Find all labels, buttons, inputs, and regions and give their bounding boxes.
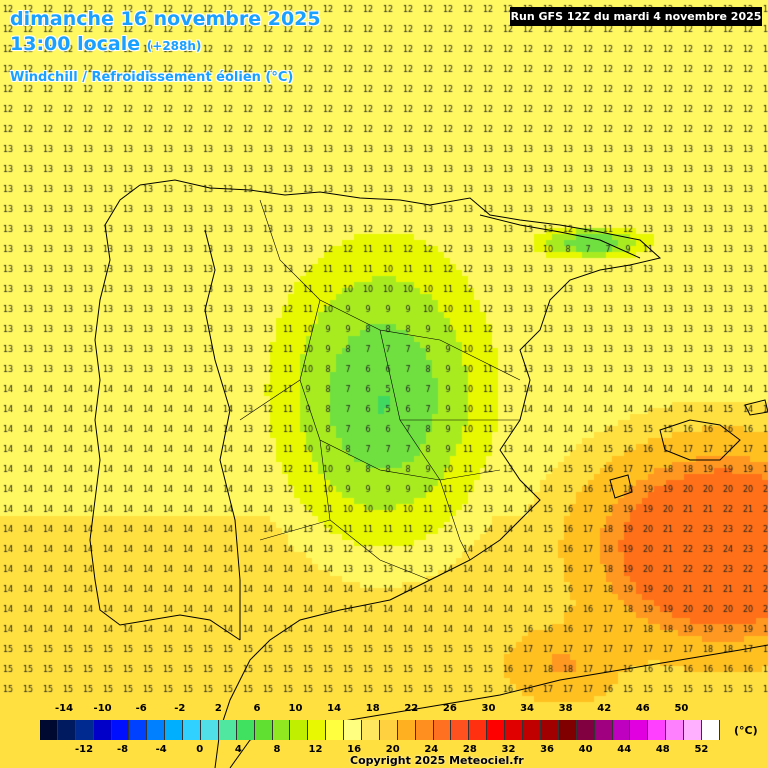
scale-swatch	[451, 720, 470, 740]
scale-label-bottom: 20	[385, 744, 400, 755]
scale-swatch	[558, 720, 577, 740]
scale-label-top: -10	[93, 703, 112, 714]
scale-swatch	[254, 720, 273, 740]
scale-swatch	[630, 720, 649, 740]
scale-swatch	[505, 720, 524, 740]
scale-label-bottom: 44	[617, 744, 632, 755]
scale-swatch	[326, 720, 345, 740]
copyright: Copyright 2025 Meteociel.fr	[350, 754, 524, 767]
forecast-lead: (+288h)	[146, 39, 202, 53]
scale-swatch	[576, 720, 595, 740]
scale-label-bottom: 40	[578, 744, 593, 755]
scale-swatch	[344, 720, 363, 740]
scale-label-top: 30	[481, 703, 496, 714]
forecast-date: dimanche 16 novembre 2025	[10, 8, 321, 30]
scale-label-bottom: -8	[117, 744, 129, 755]
spain-france-border	[479, 214, 641, 259]
scale-label-bottom: -4	[155, 744, 167, 755]
scale-swatch	[236, 720, 255, 740]
variable-title: Windchill / Refroidissement éolien (°C)	[10, 70, 294, 85]
scale-label-top: -2	[174, 703, 186, 714]
scale-swatch	[57, 720, 76, 740]
scale-swatch	[40, 720, 58, 740]
scale-label-top: -6	[135, 703, 147, 714]
regional-borders	[239, 199, 521, 581]
scale-label-top: 2	[214, 703, 222, 714]
scale-label-top: 22	[404, 703, 419, 714]
scale-swatch	[684, 720, 702, 740]
scale-unit: (°C)	[734, 724, 758, 737]
scale-label-bottom: 52	[694, 744, 709, 755]
scale-swatch	[487, 720, 506, 740]
scale-swatch	[666, 720, 685, 740]
forecast-time: 13:00 locale (+288h)	[10, 33, 201, 55]
scale-swatch	[469, 720, 488, 740]
scale-label-top: 26	[442, 703, 457, 714]
run-info: Run GFS 12Z du mardi 4 novembre 2025	[510, 7, 762, 26]
portugal-coastline	[89, 184, 241, 641]
scale-label-bottom: 32	[501, 744, 516, 755]
mallorca	[659, 419, 741, 461]
color-scale	[40, 720, 720, 740]
scale-swatch	[648, 720, 667, 740]
scale-label-bottom: 4	[234, 744, 242, 755]
scale-label-top: 6	[253, 703, 261, 714]
scale-swatch	[612, 720, 631, 740]
scale-swatch	[272, 720, 291, 740]
scale-label-bottom: 12	[308, 744, 323, 755]
scale-label-bottom: -12	[74, 744, 94, 755]
scale-label-bottom: 24	[424, 744, 439, 755]
scale-label-bottom: 8	[273, 744, 281, 755]
scale-swatch	[523, 720, 541, 740]
spain-portugal-border	[204, 229, 241, 640]
scale-swatch	[701, 720, 720, 740]
scale-label-top: 42	[597, 703, 612, 714]
scale-swatch	[93, 720, 112, 740]
scale-label-top: 46	[635, 703, 650, 714]
scale-swatch	[165, 720, 184, 740]
scale-swatch	[75, 720, 94, 740]
scale-swatch	[129, 720, 148, 740]
scale-label-top: 38	[558, 703, 573, 714]
scale-swatch	[218, 720, 237, 740]
scale-swatch	[540, 720, 559, 740]
scale-swatch	[201, 720, 219, 740]
scale-label-bottom: 28	[462, 744, 477, 755]
scale-label-top: 50	[674, 703, 689, 714]
scale-label-bottom: 48	[655, 744, 670, 755]
scale-label-top: 10	[288, 703, 303, 714]
forecast-time-label: 13:00 locale	[10, 33, 141, 55]
scale-swatch	[594, 720, 613, 740]
scale-swatch	[147, 720, 166, 740]
scale-swatch	[379, 720, 398, 740]
scale-label-bottom: 0	[196, 744, 204, 755]
scale-label-top: 14	[327, 703, 342, 714]
scale-swatch	[111, 720, 130, 740]
scale-swatch	[415, 720, 434, 740]
scale-swatch	[308, 720, 327, 740]
scale-swatch	[397, 720, 416, 740]
iberia-coastline	[139, 179, 662, 768]
scale-swatch	[362, 720, 380, 740]
scale-label-top: -14	[54, 703, 74, 714]
scale-swatch	[290, 720, 309, 740]
menorca	[744, 399, 768, 416]
ibiza	[609, 474, 633, 499]
scale-swatch	[183, 720, 202, 740]
scale-label-top: 34	[520, 703, 535, 714]
scale-swatch	[433, 720, 452, 740]
scale-label-bottom: 16	[347, 744, 362, 755]
scale-label-bottom: 36	[540, 744, 555, 755]
scale-label-top: 18	[365, 703, 380, 714]
